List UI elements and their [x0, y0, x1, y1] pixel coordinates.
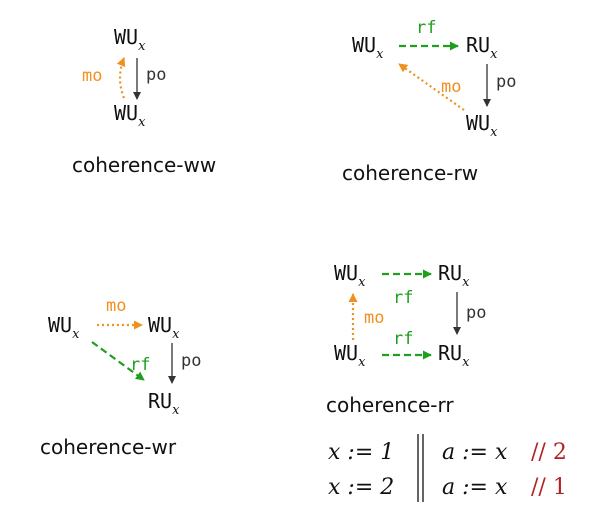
program-listing: x := 1 x := 2 a := x a := x // 2 // 1 [328, 434, 567, 502]
program-thread2-line2: a := x [442, 475, 508, 500]
diagram-coherence-ww: WUx WUx po mo coherence-ww [72, 25, 216, 177]
rf-label-rr-bottom: rf [393, 329, 413, 349]
node-rw-write-bottom: WUx [466, 111, 498, 140]
po-label-rw: po [496, 72, 516, 92]
node-rr-write-bottom: WUx [334, 341, 366, 370]
rf-label-wr: rf [130, 355, 150, 375]
node-rr-read-top: RUx [438, 261, 470, 290]
node-rr-write-top: WUx [334, 261, 366, 290]
node-wr-write-right: WUx [148, 313, 180, 342]
caption-coherence-rw: coherence-rw [342, 161, 478, 185]
node-ww-top: WUx [114, 25, 146, 54]
mo-label-wr: mo [106, 296, 126, 316]
mo-label-ww: mo [82, 66, 102, 86]
mo-edge-rw [398, 63, 465, 111]
mo-edge-ww [116, 57, 126, 99]
po-label-ww: po [146, 65, 166, 85]
program-comment-1: // 2 [531, 440, 567, 465]
node-rw-read: RUx [466, 33, 498, 62]
program-thread2-line1: a := x [442, 440, 508, 465]
po-label-wr: po [181, 351, 201, 371]
rf-label-rw: rf [416, 18, 436, 38]
caption-coherence-wr: coherence-wr [40, 435, 177, 459]
program-thread1-line2: x := 2 [328, 475, 394, 500]
node-rr-read-bottom: RUx [438, 341, 470, 370]
diagram-coherence-rr: WUx RUx WUx RUx rf po mo rf coherence-rr [326, 261, 486, 417]
caption-coherence-ww: coherence-ww [72, 153, 216, 177]
node-ww-bottom: WUx [114, 101, 146, 130]
node-rw-write-left: WUx [352, 33, 384, 62]
diagram-coherence-wr: WUx WUx RUx mo po rf coherence-wr [40, 296, 201, 459]
program-comment-2: // 1 [531, 475, 567, 500]
program-thread1-line1: x := 1 [328, 440, 394, 465]
caption-coherence-rr: coherence-rr [326, 393, 454, 417]
diagram-coherence-rw: WUx RUx WUx rf po mo coherence-rw [342, 18, 516, 185]
mo-label-rr: mo [364, 308, 384, 328]
po-label-rr: po [466, 303, 486, 323]
mo-label-rw: mo [441, 77, 461, 97]
rf-label-rr-top: rf [393, 288, 413, 308]
node-wr-read: RUx [148, 389, 180, 418]
node-wr-write-left: WUx [48, 313, 80, 342]
